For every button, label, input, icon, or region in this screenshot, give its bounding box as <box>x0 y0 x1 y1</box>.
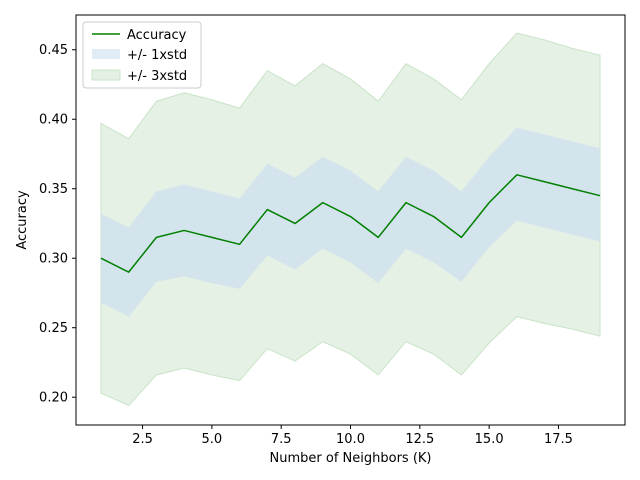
legend-label-accuracy: Accuracy <box>127 28 187 43</box>
x-tick-label: 2.5 <box>132 432 153 447</box>
accuracy-line-layer <box>100 174 601 273</box>
y-tick-label: 0.20 <box>39 391 68 406</box>
band-1xstd <box>100 127 601 317</box>
legend: Accuracy +/- 1xstd +/- 3xstd <box>82 21 202 89</box>
y-tick-label: 0.25 <box>39 321 68 336</box>
series-line-accuracy <box>100 174 601 273</box>
x-axis-label: Number of Neighbors (K) <box>270 451 432 466</box>
legend-swatch-3xstd <box>91 69 121 81</box>
y-tick-label: 0.45 <box>39 43 68 58</box>
y-tick-label: 0.35 <box>39 182 68 197</box>
x-tick-label: 5.0 <box>202 432 223 447</box>
legend-label-1xstd: +/- 1xstd <box>127 48 187 63</box>
confidence-bands <box>100 32 601 407</box>
x-tick-label: 15.0 <box>475 432 504 447</box>
y-axis-label: Accuracy <box>15 190 30 250</box>
x-tick-label: 17.5 <box>544 432 573 447</box>
x-axis-ticks: 2.5 5.0 7.5 10.0 12.5 15.0 17.5 <box>132 425 573 447</box>
y-tick-label: 0.30 <box>39 252 68 267</box>
legend-label-3xstd: +/- 3xstd <box>127 69 187 84</box>
y-axis-ticks: 0.20 0.25 0.30 0.35 0.40 0.45 <box>39 43 76 406</box>
x-tick-label: 7.5 <box>271 432 292 447</box>
x-tick-label: 10.0 <box>336 432 365 447</box>
legend-swatch-1xstd <box>92 49 120 59</box>
x-tick-label: 12.5 <box>405 432 434 447</box>
y-tick-label: 0.40 <box>39 113 68 128</box>
